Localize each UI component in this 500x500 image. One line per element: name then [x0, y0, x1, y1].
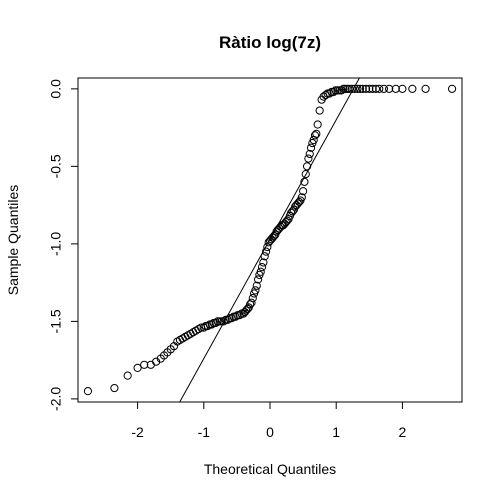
data-point [205, 320, 214, 329]
data-point [252, 281, 261, 290]
data-point [215, 317, 224, 326]
data-point [260, 252, 269, 261]
data-point [337, 86, 346, 95]
data-point [110, 383, 119, 393]
data-point [304, 154, 313, 163]
data-point [253, 275, 263, 284]
data-point [269, 232, 279, 241]
data-point [146, 360, 155, 369]
data-point [391, 84, 400, 93]
data-point [310, 131, 320, 140]
data-point [313, 120, 322, 129]
data-point [229, 312, 238, 321]
data-point [213, 317, 222, 326]
data-point [355, 84, 365, 93]
data-point [312, 129, 321, 138]
data-point [323, 89, 332, 98]
data-point [211, 318, 220, 328]
y-tick-label: -1.5 [48, 309, 64, 333]
data-point [345, 84, 354, 93]
x-tick-label: 2 [399, 424, 407, 440]
data-point [247, 298, 256, 307]
data-point [83, 387, 93, 396]
data-point [341, 84, 350, 93]
x-tick-label: -1 [198, 424, 211, 440]
data-point [257, 263, 267, 272]
data-point [375, 84, 384, 93]
data-point [248, 294, 257, 303]
data-point [398, 84, 407, 93]
data-point [368, 84, 377, 93]
data-point [329, 87, 338, 97]
data-point [217, 317, 226, 326]
data-point [315, 106, 324, 115]
data-point [123, 371, 132, 380]
data-point [221, 315, 230, 324]
data-point [339, 84, 348, 93]
data-point [243, 304, 252, 314]
data-point [233, 311, 242, 320]
data-point [225, 314, 234, 323]
data-point [379, 84, 388, 93]
data-point [365, 84, 374, 93]
data-point [371, 84, 381, 93]
data-point [283, 216, 292, 225]
data-point [259, 258, 268, 267]
data-point [140, 360, 149, 369]
data-point [408, 84, 417, 93]
data-point [385, 84, 394, 93]
data-point [358, 84, 367, 93]
data-point [305, 149, 314, 159]
x-axis: -2 -1 0 1 2 [131, 401, 407, 440]
data-point [353, 84, 362, 93]
data-point [361, 84, 371, 93]
y-axis-label: Sample Quantiles [5, 185, 21, 296]
data-point [333, 86, 342, 95]
x-axis-label: Theoretical Quantiles [204, 461, 336, 477]
data-point [421, 84, 430, 93]
y-tick-label: -0.5 [48, 154, 64, 178]
data-point [295, 197, 304, 207]
y-tick-label: -2.0 [48, 387, 64, 411]
data-point [288, 207, 297, 216]
data-point [302, 162, 312, 171]
y-axis: -2.0 -1.5 -1.0 -0.5 0.0 [48, 79, 79, 411]
data-point [201, 321, 210, 331]
data-point [251, 286, 260, 295]
data-point [133, 363, 142, 372]
data-point [327, 87, 336, 97]
data-point [350, 84, 359, 93]
data-point [209, 318, 218, 328]
x-tick-label: 0 [266, 424, 274, 440]
data-point [301, 170, 310, 179]
data-point [256, 267, 265, 276]
data-point [261, 247, 271, 256]
x-tick-label: -2 [131, 424, 144, 440]
data-point [299, 187, 308, 196]
data-point [447, 84, 457, 93]
y-tick-label: 0.0 [48, 79, 64, 99]
points [83, 84, 457, 396]
data-point [331, 86, 340, 95]
data-point [347, 84, 357, 93]
y-tick-label: -1.0 [48, 232, 64, 256]
data-point [300, 177, 309, 186]
chart-title: Ràtio log(7z) [219, 33, 321, 52]
data-point [297, 193, 306, 202]
x-tick-label: 1 [332, 424, 340, 440]
data-point [306, 143, 316, 152]
data-point [335, 86, 344, 95]
